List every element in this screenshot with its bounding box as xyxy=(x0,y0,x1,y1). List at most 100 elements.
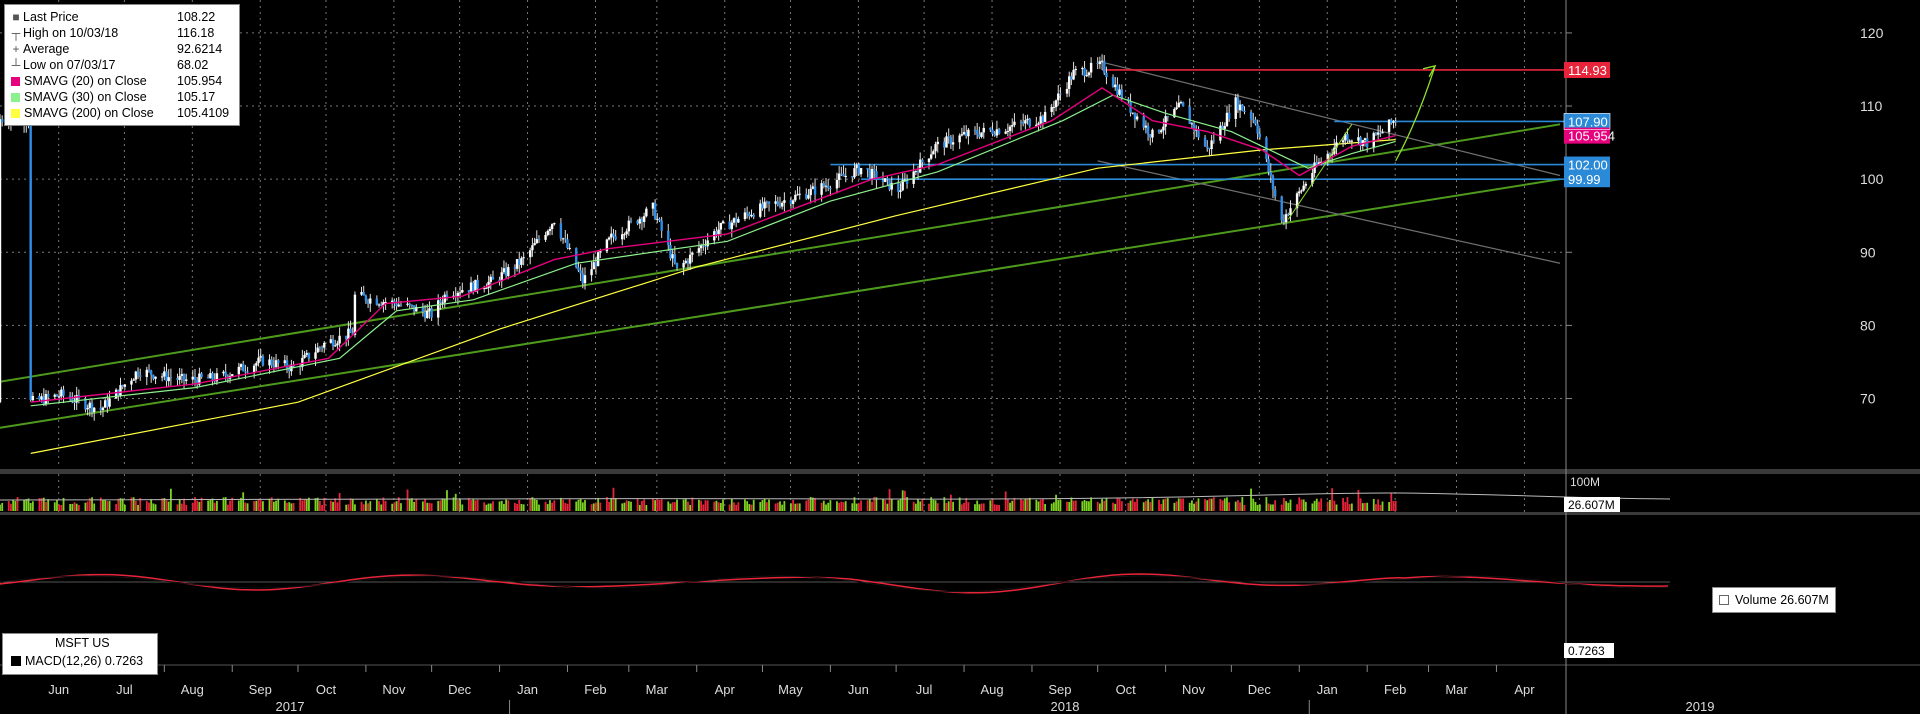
volume-bar xyxy=(411,498,413,511)
candle-body xyxy=(147,369,151,371)
volume-bar xyxy=(645,504,648,511)
volume-bar xyxy=(814,497,816,511)
candle-body xyxy=(1166,116,1170,118)
candle-body xyxy=(899,190,902,192)
volume-bar xyxy=(669,503,672,511)
candle-body xyxy=(1052,107,1056,109)
candle-body xyxy=(1254,119,1257,124)
volume-bar xyxy=(1228,502,1231,511)
volume-bar xyxy=(292,503,295,511)
candle-body xyxy=(1374,132,1378,135)
candle-body xyxy=(719,223,723,230)
candle-body xyxy=(859,168,863,175)
price-tag xyxy=(1564,156,1610,173)
volume-bar xyxy=(901,490,904,511)
volume-bar xyxy=(897,500,900,511)
candle-body xyxy=(44,394,48,404)
volume-bar xyxy=(428,502,431,511)
volume-bar xyxy=(58,504,61,511)
volume-bar xyxy=(152,503,155,511)
volume-bar xyxy=(1011,500,1014,511)
candle-body xyxy=(1087,72,1091,76)
volume-bar xyxy=(163,498,166,511)
candle-body xyxy=(93,407,96,413)
volume-bar xyxy=(1070,497,1073,511)
trendline-resistance xyxy=(1101,61,1561,177)
volume-bar xyxy=(1313,500,1316,511)
candle-body xyxy=(288,368,291,372)
expand-icon[interactable] xyxy=(1719,595,1729,605)
candle-body xyxy=(796,194,799,196)
candle-body xyxy=(1188,106,1191,124)
candle-body xyxy=(1267,159,1270,172)
volume-bar xyxy=(454,493,457,511)
candle-body xyxy=(1059,93,1062,95)
volume-bar xyxy=(104,499,107,511)
volume-bar xyxy=(329,500,332,511)
price-tag xyxy=(1564,171,1610,188)
volume-bar xyxy=(794,503,797,511)
x-tick-label: Mar xyxy=(646,682,669,697)
volume-bar xyxy=(840,501,843,511)
volume-bar xyxy=(472,499,475,511)
x-tick-label: Jan xyxy=(517,682,538,697)
candle-body xyxy=(559,223,563,239)
volume-bar xyxy=(62,497,65,511)
candle-body xyxy=(932,151,935,155)
volume-bar xyxy=(165,500,168,511)
volume-bar xyxy=(516,503,518,511)
candle-body xyxy=(1173,109,1176,118)
volume-bar xyxy=(960,504,963,511)
candle-body xyxy=(485,287,488,289)
volume-bar xyxy=(148,502,150,511)
volume-bar xyxy=(73,502,76,511)
candle-body xyxy=(774,201,777,204)
volume-bar xyxy=(1083,499,1086,511)
volume-bar xyxy=(875,497,878,511)
volume-bar xyxy=(69,504,72,511)
volume-bar xyxy=(976,500,979,511)
volume-bar xyxy=(178,499,181,511)
candle-body xyxy=(1081,68,1084,70)
macd-row: MACD(12,26) 0.7263 xyxy=(11,654,143,668)
volume-bar xyxy=(459,498,462,511)
volume-bar xyxy=(829,500,832,511)
candle-body xyxy=(901,180,904,191)
volume-bar xyxy=(531,497,534,511)
candle-body xyxy=(1341,140,1345,143)
candle-body xyxy=(1135,116,1139,120)
y-tick-label: 70 xyxy=(1860,391,1876,407)
volume-bar xyxy=(467,498,470,511)
candle-body xyxy=(993,134,996,136)
volume-bar xyxy=(866,500,869,511)
candle-body xyxy=(331,339,335,347)
candle-body xyxy=(737,219,740,223)
volume-bar xyxy=(10,503,12,511)
volume-bar xyxy=(564,502,567,511)
x-tick-label: Oct xyxy=(316,682,337,697)
candle-body xyxy=(522,257,525,259)
volume-bar xyxy=(1304,501,1307,511)
volume-bar xyxy=(998,504,1000,511)
volume-bar xyxy=(660,499,663,511)
volume-bar xyxy=(1166,498,1169,511)
volume-bar xyxy=(728,504,731,511)
volume-bar xyxy=(305,499,308,511)
volume-bar xyxy=(1219,498,1222,511)
volume-bar xyxy=(590,504,593,511)
candle-body xyxy=(640,218,644,222)
candle-body xyxy=(1157,129,1161,133)
volume-bar xyxy=(1302,499,1305,511)
candle-body xyxy=(108,398,111,407)
volume-bar xyxy=(1052,502,1055,511)
candle-body xyxy=(1273,189,1277,197)
volume-bar xyxy=(60,504,63,511)
volume-bar xyxy=(1285,501,1288,511)
candle-body xyxy=(498,279,501,282)
volume-bar xyxy=(630,501,632,511)
volume-bar xyxy=(1022,500,1025,511)
volume-bar xyxy=(996,504,998,511)
candle-body xyxy=(1131,112,1134,114)
volume-axis-label: 100M xyxy=(1570,475,1600,489)
